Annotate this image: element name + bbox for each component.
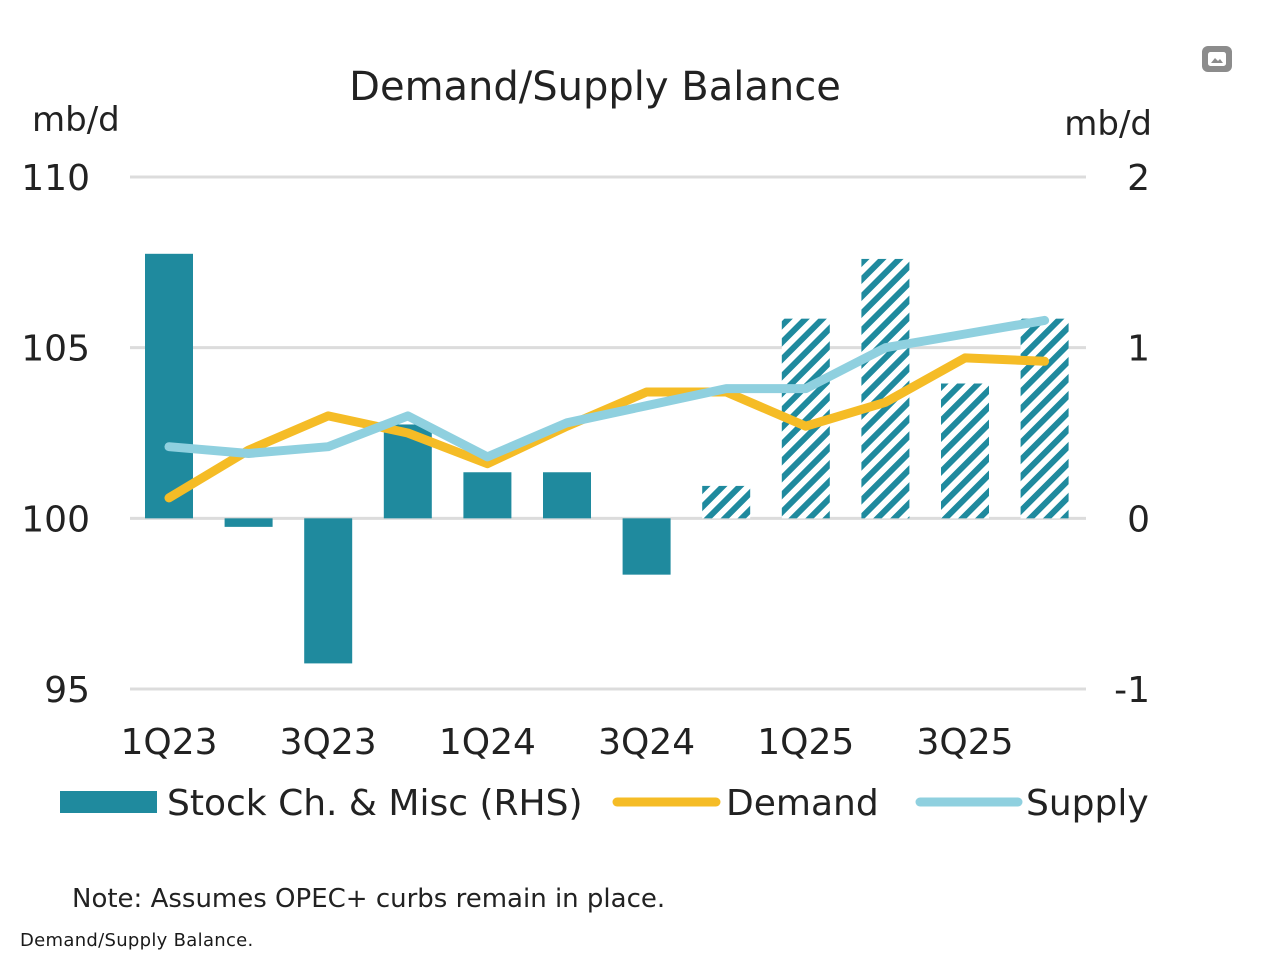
image-button[interactable] bbox=[1202, 46, 1232, 72]
right-axis-unit: mb/d bbox=[1064, 104, 1152, 144]
stock-bar-forecast bbox=[1020, 318, 1069, 519]
left-tick-label: 110 bbox=[21, 158, 90, 199]
legend-label-stock: Stock Ch. & Misc (RHS) bbox=[167, 783, 583, 824]
demand-line bbox=[164, 353, 1050, 503]
legend: Stock Ch. & Misc (RHS) Demand Supply bbox=[60, 783, 1149, 824]
stock-bar-forecast bbox=[941, 383, 989, 519]
stock-bar bbox=[622, 518, 671, 575]
right-tick-label: 0 bbox=[1127, 499, 1150, 540]
x-tick-label: 3Q24 bbox=[598, 722, 695, 763]
figure-caption: Demand/Supply Balance. bbox=[20, 930, 254, 951]
left-axis-unit: mb/d bbox=[32, 100, 120, 140]
gridlines bbox=[130, 175, 1086, 691]
chart-title: Demand/Supply Balance bbox=[349, 64, 841, 110]
x-tick-label: 1Q24 bbox=[439, 722, 536, 763]
stock-bar bbox=[543, 472, 591, 519]
stock-change-bars bbox=[145, 253, 1069, 664]
stock-bar bbox=[304, 518, 353, 664]
x-tick-label: 3Q23 bbox=[280, 722, 377, 763]
right-tick-label: 1 bbox=[1127, 329, 1150, 370]
legend-label-supply: Supply bbox=[1026, 783, 1149, 824]
stock-bar bbox=[224, 518, 273, 527]
x-tick-label: 1Q23 bbox=[120, 722, 217, 763]
stock-bar bbox=[145, 253, 193, 519]
x-tick-label: 3Q25 bbox=[916, 722, 1013, 763]
stock-bar bbox=[463, 472, 512, 519]
right-tick-label: -1 bbox=[1114, 670, 1150, 711]
left-axis-ticks: 110 105 100 95 bbox=[21, 158, 90, 711]
supply-line bbox=[164, 315, 1050, 462]
chart-note: Note: Assumes OPEC+ curbs remain in plac… bbox=[72, 884, 665, 914]
left-tick-label: 100 bbox=[21, 499, 90, 540]
legend-label-demand: Demand bbox=[726, 783, 879, 824]
stock-bar-forecast bbox=[702, 485, 751, 519]
image-icon bbox=[1208, 52, 1226, 66]
right-tick-label: 2 bbox=[1127, 158, 1150, 199]
right-axis-ticks: 2 1 0 -1 bbox=[1114, 158, 1150, 711]
x-tick-label: 1Q25 bbox=[757, 722, 854, 763]
left-tick-label: 105 bbox=[21, 329, 90, 370]
legend-swatch-stock bbox=[60, 791, 157, 813]
line-series bbox=[164, 315, 1050, 503]
x-axis-ticks: 1Q23 3Q23 1Q24 3Q24 1Q25 3Q25 bbox=[120, 722, 1013, 763]
left-tick-label: 95 bbox=[44, 670, 90, 711]
